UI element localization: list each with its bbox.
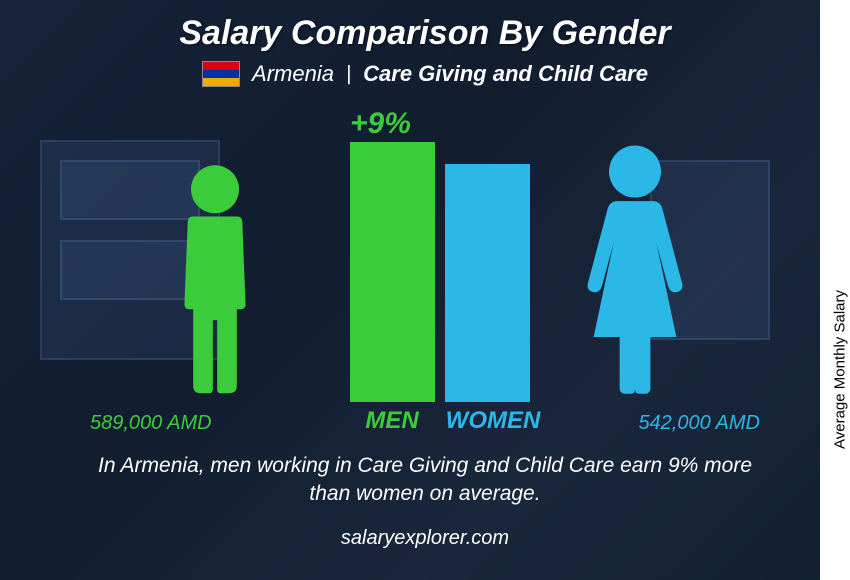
women-bar [445,164,530,402]
flag-stripe [203,70,239,78]
flag-stripe [203,62,239,70]
description-text: In Armenia, men working in Care Giving a… [0,452,850,509]
men-bar [350,142,435,402]
separator: | [346,63,351,86]
source-label: salaryexplorer.com [0,527,850,550]
country-label: Armenia [252,61,334,87]
percent-diff-label: +9% [350,107,411,141]
axis-label: Average Monthly Salary [832,290,849,449]
women-salary-value: 542,000 AMD [638,412,760,435]
page-title: Salary Comparison By Gender [0,0,850,53]
men-salary-value: 589,000 AMD [90,412,212,435]
female-person-icon [570,142,700,402]
armenia-flag-icon [202,61,240,87]
subtitle-row: Armenia | Care Giving and Child Care [0,61,850,87]
category-label: Care Giving and Child Care [363,61,648,87]
comparison-chart: +9% MEN WOMEN 589,000 AMD 542,000 AMD [75,107,775,447]
flag-stripe [203,78,239,86]
male-person-icon [160,162,270,402]
women-bar-label: WOMEN [433,407,553,435]
